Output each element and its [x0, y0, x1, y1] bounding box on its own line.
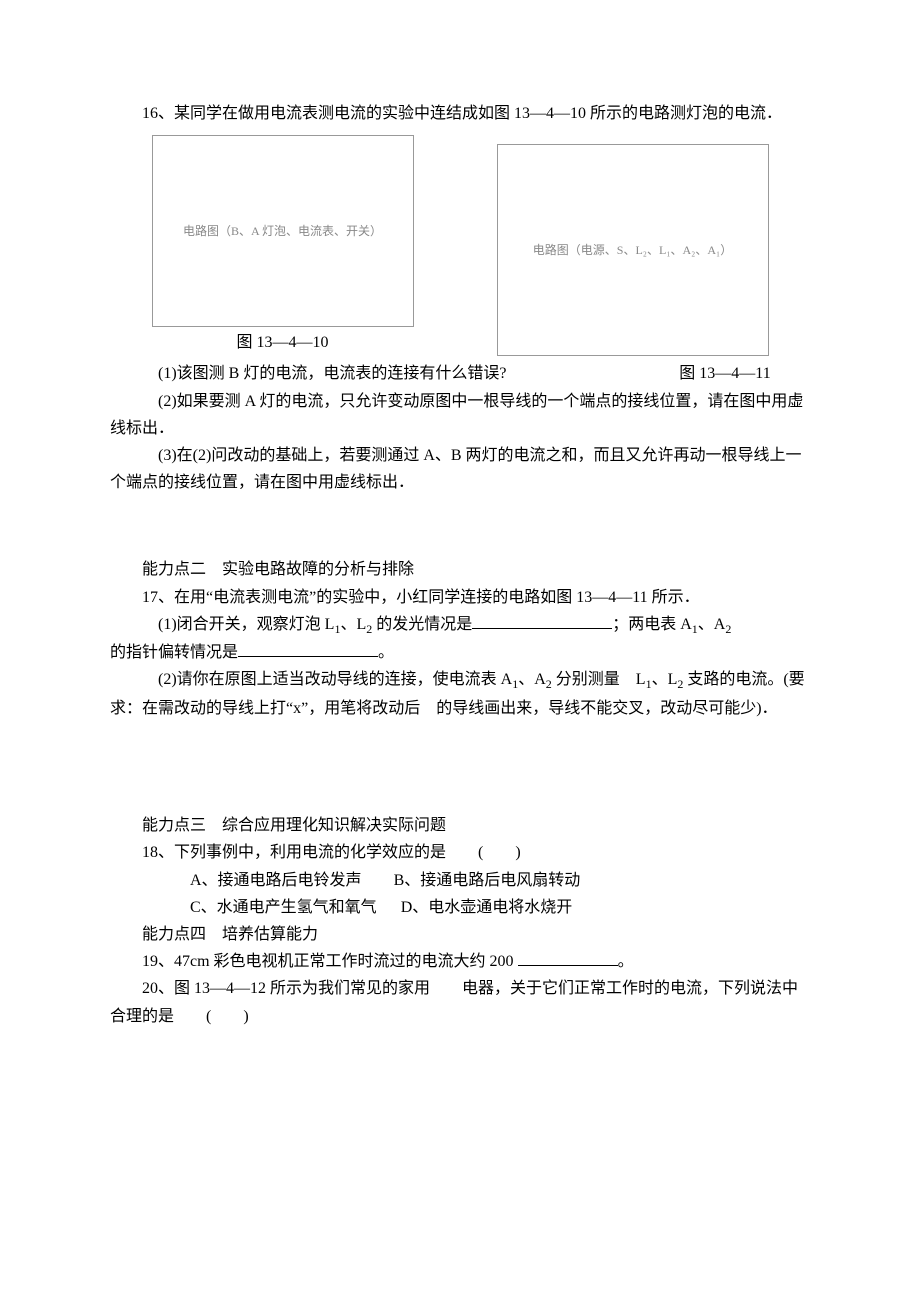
q17-p1d: ；两电表 A	[612, 616, 692, 633]
q16-p3: (3)在(2)问改动的基础上，若要测通过 A、B 两灯的电流之和，而且又允许再动…	[110, 442, 810, 496]
q17-p1e: 、A	[698, 616, 726, 633]
blank-3	[518, 949, 618, 966]
blank-2	[238, 640, 378, 657]
q17-p1-line2: 的指针偏转情况是 。	[110, 639, 810, 666]
ability2-title: 能力点二 实验电路故障的分析与排除	[110, 556, 810, 583]
q16-p1: (1)该图测 B 灯的电流，电流表的连接有什么错误?	[110, 360, 620, 387]
q18-optC: C、水通电产生氢气和氧气	[190, 899, 377, 916]
q17-p1b: 、L	[340, 616, 366, 633]
q17-p1a: (1)闭合开关，观察灯泡 L	[158, 616, 334, 633]
q17-p2a: (2)请你在原图上适当改动导线的连接，使电流表 A	[158, 671, 512, 688]
q20: 20、图 13—4—12 所示为我们常见的家用 电器，关于它们正常工作时的电流，…	[110, 975, 810, 1029]
q18-optD: D、电水壶通电将水烧开	[401, 899, 573, 916]
q17-p2b: 、A	[518, 671, 546, 688]
fig-13-4-11-box: 电路图（电源、S、L₂、L₁、A₂、A₁）	[497, 144, 769, 356]
sub-a2: 2	[725, 622, 731, 636]
q18-optB: B、接通电路后电风扇转动	[394, 872, 581, 889]
q17-p2c: 分别测量 L	[552, 671, 646, 688]
q17-p2d: 、L	[652, 671, 678, 688]
q18-optA: A、接通电路后电铃发声	[190, 872, 362, 889]
q16-figures: 电路图（B、A 灯泡、电流表、开关） 图 13—4—10 电路图（电源、S、L₂…	[110, 135, 810, 356]
fig-13-4-10-caption: 图 13—4—10	[236, 329, 328, 356]
fig-13-4-11-caption: 图 13—4—11	[620, 360, 810, 387]
q19: 19、47cm 彩色电视机正常工作时流过的电流大约 200 。	[110, 948, 810, 975]
q16-stem: 16、某同学在做用电流表测电流的实验中连结成如图 13—4—10 所示的电路测灯…	[110, 100, 810, 127]
ability3-title: 能力点三 综合应用理化知识解决实际问题	[110, 812, 810, 839]
q17-stem: 17、在用“电流表测电流”的实验中，小红同学连接的电路如图 13—4—11 所示…	[110, 584, 810, 611]
q17-p2: (2)请你在原图上适当改动导线的连接，使电流表 A1、A2 分别测量 L1、L2…	[110, 666, 810, 722]
q18-opts-row2: C、水通电产生氢气和氧气 D、电水壶通电将水烧开	[110, 894, 810, 921]
q17-p1c: 的发光情况是	[372, 616, 472, 633]
fig-13-4-10: 电路图（B、A 灯泡、电流表、开关）	[152, 135, 414, 327]
fig-13-4-11: 电路图（电源、S、L₂、L₁、A₂、A₁）	[497, 144, 769, 356]
q18-opts-row1: A、接通电路后电铃发声 B、接通电路后电风扇转动	[110, 867, 810, 894]
q19b: 。	[618, 953, 634, 970]
blank-1	[472, 612, 612, 629]
q16-p2: (2)如果要测 A 灯的电流，只允许变动原图中一根导线的一个端点的接线位置，请在…	[110, 388, 810, 442]
q17-p1: (1)闭合开关，观察灯泡 L1、L2 的发光情况是；两电表 A1、A2	[110, 611, 810, 640]
q19a: 19、47cm 彩色电视机正常工作时流过的电流大约 200	[142, 953, 518, 970]
fig-13-4-10-box: 电路图（B、A 灯泡、电流表、开关） 图 13—4—10	[152, 135, 414, 356]
q17-p1g: 。	[378, 644, 394, 661]
q18-stem: 18、下列事例中，利用电流的化学效应的是 ( )	[110, 839, 810, 866]
q17-p1f: 的指针偏转情况是	[110, 644, 238, 661]
ability4-title: 能力点四 培养估算能力	[110, 921, 810, 948]
